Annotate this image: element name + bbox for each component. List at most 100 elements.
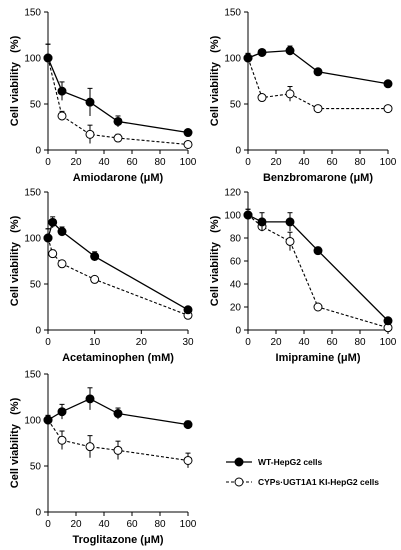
data-point-ki [183, 139, 193, 149]
data-point-wt [57, 86, 67, 96]
legend: WT-HepG2 cells CYPs·UGT1A1 KI-HepG2 cell… [226, 457, 379, 487]
series-line-ki [247, 214, 389, 329]
series-line-ki [247, 57, 388, 110]
y-tick-label: 50 [30, 462, 42, 473]
data-point-wt [183, 305, 193, 315]
data-point-wt [90, 251, 100, 261]
x-tick-label: 60 [326, 157, 338, 168]
y-axis-title: Cell viability (%) [209, 35, 221, 126]
data-point-wt [113, 116, 123, 126]
y-tick-label: 150 [24, 8, 41, 19]
x-tick-label: 60 [126, 157, 138, 168]
x-axis-title: Imipramine (μM) [276, 352, 361, 364]
data-point-wt [183, 128, 193, 138]
data-point-ki [57, 259, 67, 269]
y-tick-label: 0 [35, 326, 41, 337]
y-tick-label: 40 [230, 280, 242, 291]
x-tick-label: 0 [245, 337, 251, 348]
y-tick-label: 150 [224, 8, 241, 19]
x-tick-label: 20 [270, 157, 282, 168]
data-point-wt [243, 210, 253, 220]
data-point-ki [313, 104, 323, 114]
y-axis-title: Cell viability (%) [9, 35, 21, 126]
y-axis-title: Cell viability (%) [9, 397, 21, 488]
data-point-wt [257, 47, 267, 57]
data-point-ki [285, 89, 295, 99]
data-point-wt [57, 227, 67, 237]
y-tick-label: 50 [30, 280, 42, 291]
data-point-ki [383, 104, 393, 114]
data-point-ki [313, 302, 323, 312]
y-tick-label: 50 [230, 100, 242, 111]
x-tick-label: 20 [70, 157, 82, 168]
legend-ki-marker [234, 477, 244, 487]
x-tick-label: 100 [380, 157, 397, 168]
data-point-wt [383, 316, 393, 326]
data-point-wt [183, 420, 193, 430]
y-tick-label: 100 [224, 211, 241, 222]
series-line-wt [247, 49, 389, 85]
data-point-wt [43, 53, 53, 63]
x-tick-label: 60 [326, 337, 338, 348]
y-tick-label: 0 [35, 146, 41, 157]
data-point-ki [113, 445, 123, 455]
x-axis-title: Troglitazone (μM) [72, 534, 163, 546]
data-point-ki [85, 129, 95, 139]
x-tick-label: 40 [98, 519, 110, 530]
chart-panel: 0 50 100 150 0 20 40 60 80 100 Benzbromarone (μM) C… [209, 8, 397, 185]
y-tick-label: 150 [24, 370, 41, 381]
x-tick-label: 0 [245, 157, 251, 168]
y-tick-label: 150 [24, 188, 41, 199]
chart-panel: 0 50 100 150 0 20 40 60 80 100 Amiodarone (μM) Cell… [9, 8, 197, 185]
y-tick-label: 20 [230, 303, 242, 314]
data-point-wt [85, 394, 95, 404]
x-tick-label: 0 [45, 519, 51, 530]
x-tick-label: 80 [154, 519, 166, 530]
legend-wt-label: WT-HepG2 cells [258, 457, 323, 467]
x-tick-label: 20 [136, 337, 148, 348]
y-tick-label: 60 [230, 257, 242, 268]
x-tick-label: 80 [354, 337, 366, 348]
data-point-ki [90, 274, 100, 284]
series-line-wt [47, 221, 189, 311]
y-tick-label: 100 [24, 416, 41, 427]
y-tick-label: 50 [30, 100, 42, 111]
legend-wt-marker [234, 457, 244, 467]
data-point-ki [257, 93, 267, 103]
data-point-wt [285, 46, 295, 56]
x-tick-label: 100 [180, 519, 197, 530]
x-tick-label: 40 [98, 157, 110, 168]
legend-ki: CYPs·UGT1A1 KI-HepG2 cells [226, 477, 379, 487]
data-point-ki [183, 455, 193, 465]
data-point-wt [313, 246, 323, 256]
x-tick-label: 80 [154, 157, 166, 168]
y-tick-label: 100 [24, 54, 41, 65]
data-point-ki [48, 249, 58, 259]
series-line-ki [47, 57, 189, 146]
data-point-wt [57, 407, 67, 417]
data-point-wt [85, 97, 95, 107]
x-tick-label: 0 [45, 337, 51, 348]
y-tick-label: 0 [35, 508, 41, 519]
data-point-wt [243, 53, 253, 63]
x-tick-label: 30 [182, 337, 194, 348]
data-point-ki [85, 442, 95, 452]
x-axis-title: Amiodarone (μM) [73, 172, 164, 184]
data-point-wt [257, 217, 267, 227]
x-tick-label: 10 [89, 337, 101, 348]
x-tick-label: 100 [380, 337, 397, 348]
chart-panel: 0 50 100 150 0 10 20 30 Acetaminophen (mM) Cell v… [9, 188, 194, 365]
y-tick-label: 0 [235, 146, 241, 157]
series-line-ki [47, 419, 189, 462]
y-tick-label: 0 [235, 326, 241, 337]
data-point-wt [313, 67, 323, 77]
data-point-wt [43, 415, 53, 425]
y-tick-label: 80 [230, 234, 242, 245]
y-tick-label: 100 [24, 234, 41, 245]
y-tick-label: 100 [224, 54, 241, 65]
x-tick-label: 0 [45, 157, 51, 168]
y-tick-label: 120 [224, 188, 241, 199]
data-point-wt [383, 79, 393, 89]
